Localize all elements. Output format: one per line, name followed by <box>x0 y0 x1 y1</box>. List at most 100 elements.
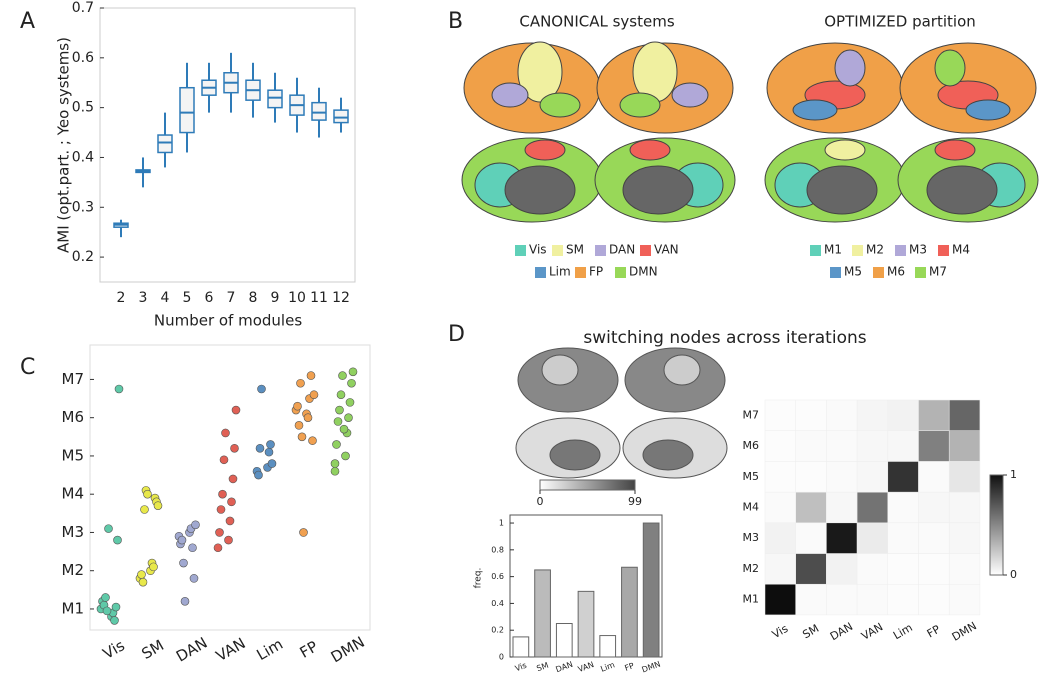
x-tick-label: FP <box>623 661 635 673</box>
axes <box>99 7 356 283</box>
point <box>293 401 302 411</box>
x-tick-label: DAN <box>173 634 210 666</box>
cell <box>918 491 950 524</box>
cell <box>795 430 827 462</box>
point <box>338 371 347 380</box>
point <box>110 616 119 625</box>
cell <box>856 399 889 431</box>
y-tick-label: 0.2 <box>72 249 94 265</box>
point <box>104 524 113 533</box>
cell <box>826 461 858 493</box>
point <box>216 505 226 514</box>
point <box>255 443 265 453</box>
point <box>297 432 307 442</box>
x-tick-label: VAN <box>213 634 249 665</box>
cell <box>795 399 827 431</box>
point <box>330 459 340 468</box>
legend-swatch <box>852 245 863 256</box>
point <box>267 459 277 468</box>
cell <box>887 399 919 431</box>
x-tick-label: 5 <box>183 290 192 306</box>
y-tick-label: 0 <box>499 653 504 662</box>
x-tick-label: DMN <box>950 619 979 643</box>
colorbar-label: 99 <box>628 495 642 508</box>
brain-renderings <box>461 41 1039 576</box>
cell <box>826 399 858 431</box>
y-tick-label: 0.7 <box>72 0 94 16</box>
x-tick-label: DAN <box>828 620 855 643</box>
point <box>330 466 340 476</box>
x-tick-label: 4 <box>161 290 170 306</box>
cell <box>856 583 889 616</box>
cell <box>948 553 981 585</box>
y-tick-label: M1 <box>62 599 85 617</box>
x-tick-label: VAN <box>577 660 596 674</box>
point <box>339 424 349 434</box>
point <box>177 535 187 545</box>
x-tick-label: 6 <box>205 290 214 306</box>
point <box>294 421 304 430</box>
x-tick-label: 7 <box>227 290 236 306</box>
point <box>266 440 275 449</box>
y-tick-label: 0.6 <box>72 50 94 66</box>
bar <box>534 569 551 658</box>
point <box>215 528 224 537</box>
cell <box>887 522 919 554</box>
point <box>140 505 149 514</box>
box <box>157 134 173 154</box>
cell <box>795 461 827 493</box>
point <box>188 543 197 553</box>
panel-letter: B <box>448 9 463 34</box>
cell <box>856 461 889 493</box>
point <box>180 597 190 606</box>
y-axis-label: freq. <box>474 568 484 589</box>
point <box>221 428 230 438</box>
x-tick-label: DMN <box>641 660 662 675</box>
bar <box>642 522 660 658</box>
x-tick-label: SM <box>535 661 549 674</box>
cell <box>826 583 858 616</box>
legend-swatch <box>938 245 949 256</box>
point <box>335 405 344 415</box>
x-tick-label: 12 <box>332 290 350 306</box>
legend-label: M4 <box>952 243 970 257</box>
point <box>344 413 353 422</box>
legend-label: M1 <box>824 243 842 257</box>
legend-swatch <box>575 267 586 278</box>
cell <box>948 430 981 462</box>
legend-swatch <box>895 245 906 256</box>
cell <box>826 522 858 554</box>
cell <box>764 553 796 585</box>
x-tick-label: 10 <box>288 290 306 306</box>
legend-swatch <box>535 267 546 278</box>
legend-label: DAN <box>609 243 635 257</box>
x-tick-label: SM <box>139 636 167 663</box>
cell <box>856 491 889 524</box>
cell <box>948 399 981 431</box>
point <box>219 455 229 465</box>
point <box>257 384 266 394</box>
x-tick-label: Vis <box>514 661 528 673</box>
legend-label: M7 <box>929 265 947 279</box>
point <box>308 436 317 445</box>
y-tick-label: 0.6 <box>491 572 504 581</box>
point <box>264 447 274 457</box>
legend-label: M2 <box>866 243 884 257</box>
point <box>227 497 236 507</box>
point <box>143 489 152 499</box>
colorbar-label: 0 <box>537 495 544 508</box>
x-tick-label: SM <box>800 622 821 642</box>
legend-label: FP <box>589 265 603 279</box>
point <box>254 470 263 480</box>
bar <box>599 635 617 658</box>
cell <box>918 553 950 585</box>
cell <box>918 399 950 431</box>
box <box>179 86 195 134</box>
cell <box>764 399 796 431</box>
cell <box>856 522 889 554</box>
x-tick-label: Vis <box>100 636 128 663</box>
panel-letter: D <box>448 322 465 347</box>
cell <box>795 491 827 524</box>
y-axis-label: AMI (opt.part. ; Yeo systems) <box>55 37 73 253</box>
box <box>311 101 327 121</box>
